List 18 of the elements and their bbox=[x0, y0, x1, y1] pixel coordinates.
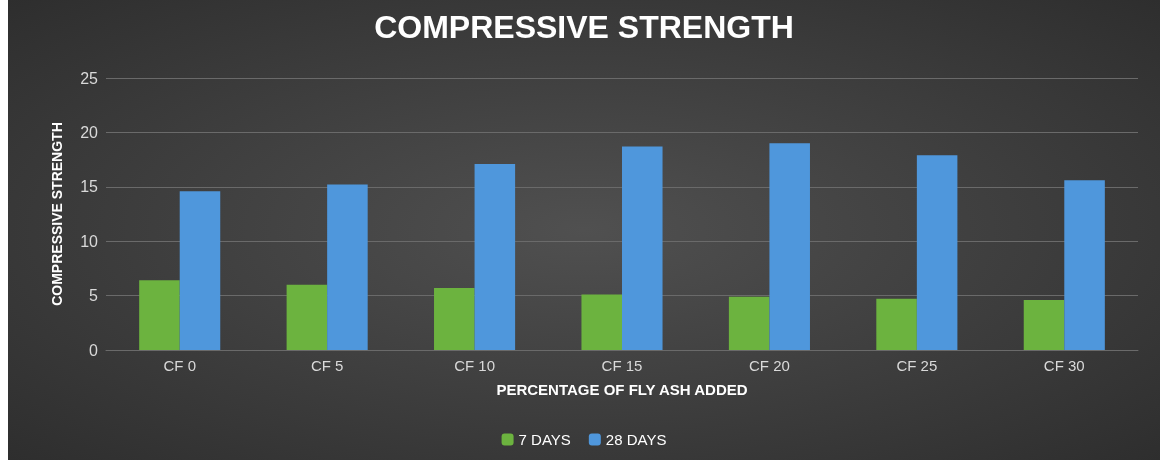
x-tick-label: CF 10 bbox=[454, 357, 495, 374]
x-tick-label: CF 5 bbox=[310, 357, 344, 374]
x-tick-label: CF 25 bbox=[896, 357, 938, 374]
y-tick-label: 10 bbox=[80, 232, 99, 250]
legend-label: 7 DAYS bbox=[518, 431, 571, 448]
x-tick-label: CF 30 bbox=[1043, 357, 1085, 374]
y-tick-label: 0 bbox=[89, 341, 99, 359]
chart-title: COMPRESSIVE STRENGTH bbox=[374, 9, 794, 45]
y-axis-title: COMPRESSIVE STRENGTH bbox=[49, 122, 65, 306]
y-tick-label: 5 bbox=[89, 287, 99, 305]
y-tick-label: 20 bbox=[80, 123, 99, 141]
y-tick-label: 25 bbox=[80, 69, 99, 87]
x-tick-label: CF 15 bbox=[601, 357, 643, 374]
y-tick-label: 15 bbox=[80, 178, 99, 196]
x-tick-label: CF 0 bbox=[163, 357, 196, 374]
legend-label: 28 DAYS bbox=[605, 431, 667, 448]
x-axis-title: PERCENTAGE OF FLY ASH ADDED bbox=[496, 381, 748, 398]
x-tick-label: CF 20 bbox=[749, 357, 790, 374]
